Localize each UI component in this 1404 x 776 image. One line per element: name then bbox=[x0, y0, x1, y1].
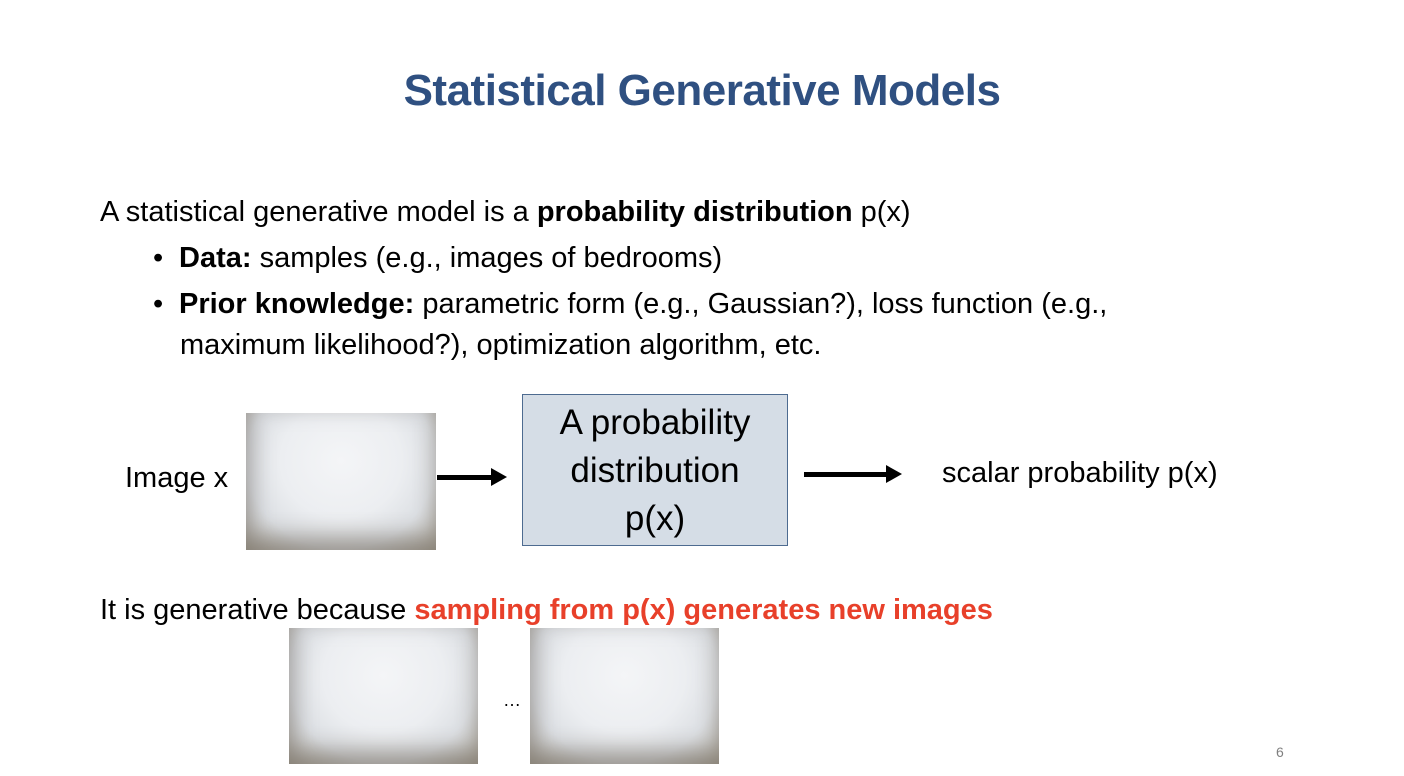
arrow-right-icon bbox=[437, 468, 507, 486]
sample-image bbox=[289, 628, 478, 764]
bullet-data: • Data: samples (e.g., images of bedrooms… bbox=[153, 238, 722, 279]
probability-distribution-box: A probability distribution p(x) bbox=[522, 394, 788, 546]
bullet-icon: • bbox=[153, 288, 164, 320]
bullet-text: parametric form (e.g., Gaussian?), loss … bbox=[414, 288, 1108, 320]
arrow-right-icon bbox=[804, 465, 902, 483]
bedroom-image bbox=[246, 413, 436, 550]
generative-highlight: sampling from p(x) generates new images bbox=[414, 594, 993, 626]
box-line: p(x) bbox=[624, 499, 686, 538]
bullet-prior-knowledge: • Prior knowledge: parametric form (e.g.,… bbox=[153, 284, 1107, 325]
bullet-label: Prior knowledge: bbox=[179, 288, 415, 320]
bullet-text: samples (e.g., images of bedrooms) bbox=[251, 242, 723, 274]
generative-prefix: It is generative because bbox=[100, 594, 415, 626]
intro-sentence: A statistical generative model is a prob… bbox=[100, 194, 911, 230]
sample-image bbox=[530, 628, 719, 764]
bullet-label: Data: bbox=[179, 242, 252, 274]
generative-sentence: It is generative because sampling from p… bbox=[100, 592, 993, 628]
box-line: A probability bbox=[559, 403, 751, 442]
box-line: distribution bbox=[570, 451, 740, 490]
intro-emphasis: probability distribution bbox=[536, 196, 853, 228]
slide-title: Statistical Generative Models bbox=[403, 66, 1001, 115]
page-number: 6 bbox=[1276, 744, 1284, 760]
input-image-label: Image x bbox=[125, 462, 229, 494]
intro-prefix: A statistical generative model is a bbox=[100, 196, 537, 228]
output-label: scalar probability p(x) bbox=[942, 457, 1218, 489]
intro-suffix: p(x) bbox=[852, 196, 911, 228]
ellipsis: … bbox=[503, 690, 521, 710]
bullet-continuation: maximum likelihood?), optimization algor… bbox=[180, 329, 822, 361]
bullet-icon: • bbox=[153, 242, 164, 274]
